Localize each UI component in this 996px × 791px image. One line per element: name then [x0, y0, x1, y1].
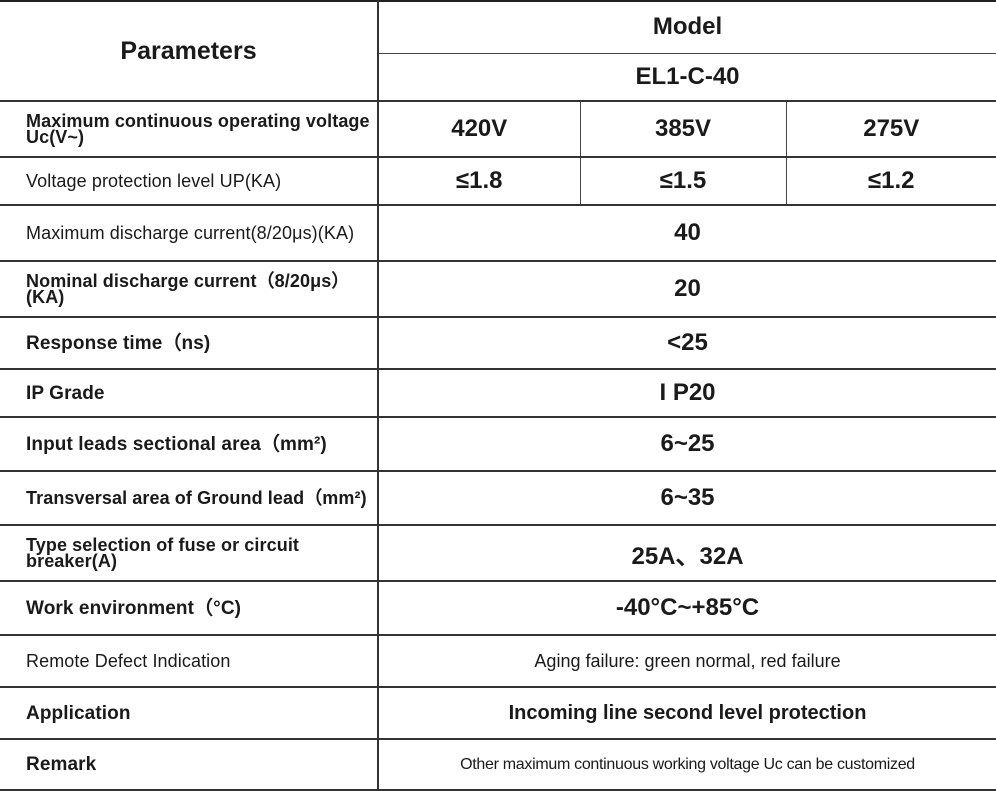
- parameters-header: Parameters: [0, 0, 379, 102]
- value-cell: ≤1.8: [378, 157, 581, 206]
- table-row: Application Incoming line second level p…: [0, 687, 996, 740]
- table-row: Work environment（°C) -40°C~+85°C: [0, 581, 996, 636]
- value-cell: Other maximum continuous working voltage…: [378, 739, 996, 791]
- param-label: Application: [0, 687, 379, 740]
- param-label: Response time（ns): [0, 317, 379, 370]
- value-cell: Incoming line second level protection: [378, 687, 996, 740]
- value-cell: 20: [378, 261, 996, 318]
- param-label: Input leads sectional area（mm²): [0, 417, 379, 472]
- value-cell: 420V: [378, 101, 581, 158]
- model-name: EL1-C-40: [378, 53, 996, 102]
- value-cell: ≤1.2: [786, 157, 996, 206]
- value-cell: <25: [378, 317, 996, 370]
- table-row: Remark Other maximum continuous working …: [0, 739, 996, 791]
- table-row: Maximum continuous operating voltage Uc(…: [0, 101, 996, 158]
- table-row: IP Grade I P20: [0, 369, 996, 418]
- value-cell: 6~35: [378, 471, 996, 526]
- value-cell: I P20: [378, 369, 996, 418]
- param-label: Work environment（°C): [0, 581, 379, 636]
- table-row: Voltage protection level UP(KA) ≤1.8 ≤1.…: [0, 157, 996, 206]
- value-cell: 25A、32A: [378, 525, 996, 582]
- value-cell: 6~25: [378, 417, 996, 472]
- param-label: Transversal area of Ground lead（mm²): [0, 471, 379, 526]
- value-cell: 40: [378, 205, 996, 262]
- table-row: Input leads sectional area（mm²) 6~25: [0, 417, 996, 472]
- model-header: Model: [378, 0, 996, 54]
- value-cell: -40°C~+85°C: [378, 581, 996, 636]
- table-row: Nominal discharge current（8/20μs）(KA) 20: [0, 261, 996, 318]
- table-row: Transversal area of Ground lead（mm²) 6~3…: [0, 471, 996, 526]
- table-row: Type selection of fuse or circuit breake…: [0, 525, 996, 582]
- table-row: Response time（ns) <25: [0, 317, 996, 370]
- value-cell: ≤1.5: [580, 157, 787, 206]
- value-cell: Aging failure: green normal, red failure: [378, 635, 996, 688]
- param-label: IP Grade: [0, 369, 379, 418]
- table-row: Remote Defect Indication Aging failure: …: [0, 635, 996, 688]
- param-label: Voltage protection level UP(KA): [0, 157, 379, 206]
- param-label: Type selection of fuse or circuit breake…: [0, 525, 379, 582]
- param-label: Nominal discharge current（8/20μs）(KA): [0, 261, 379, 318]
- table-row: Maximum discharge current(8/20μs)(KA) 40: [0, 205, 996, 262]
- param-label: Remote Defect Indication: [0, 635, 379, 688]
- value-cell: 385V: [580, 101, 787, 158]
- value-cell: 275V: [786, 101, 996, 158]
- header-row-model: Parameters Model: [0, 0, 996, 102]
- param-label: Remark: [0, 739, 379, 791]
- param-label: Maximum discharge current(8/20μs)(KA): [0, 205, 379, 262]
- param-label: Maximum continuous operating voltage Uc(…: [0, 101, 379, 158]
- header-row-model-name: EL1-C-40: [0, 53, 996, 102]
